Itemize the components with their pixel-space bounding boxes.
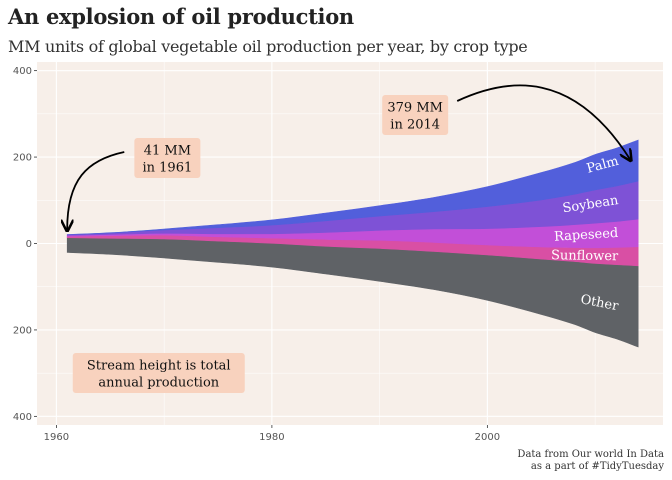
annotation-end-line: 379 MM [387,100,443,115]
y-tick-label: 0 [26,239,32,250]
caption-line: as a part of #TidyTuesday [531,461,664,472]
chart-subtitle: MM units of global vegetable oil product… [8,37,528,56]
annotation-end-box [382,95,449,135]
streams [66,139,639,348]
arrow-end [456,84,630,159]
y-tick-label: 400 [13,66,32,77]
arrow-start [67,151,125,230]
y-tick-label: 400 [13,412,32,423]
stream-palm [67,139,639,235]
stream-label-sunflower: Sunflower [551,248,619,264]
x-tick-label: 1980 [259,432,284,443]
annotation-end: 379 MM in 2014 [382,95,449,135]
annotation-end-line: in 2014 [390,117,440,132]
annotation-note-line: annual production [98,375,219,390]
chart-title: An explosion of oil production [8,4,354,29]
stream-label-other: Other [579,292,620,314]
annotation-note-line: Stream height is total [87,358,231,373]
y-tick-label: 200 [13,325,32,336]
annotation-start: 41 MM in 1961 [134,138,201,178]
annotations: 41 MM in 1961 379 MM in 2014 Stream height i… [67,84,630,393]
caption-line: Data from Our world In Data [517,449,664,460]
annotation-note-box [72,353,245,393]
y-tick-label: 200 [13,153,32,164]
annotation-note: Stream height is total annual production [72,353,245,393]
stream-label-rapeseed: Rapeseed [554,226,619,245]
annotation-start-box [134,138,201,178]
annotation-start-line: in 1961 [142,160,192,175]
annotation-start-line: 41 MM [144,143,191,158]
x-tick-label: 2000 [475,432,500,443]
x-tick-label: 1960 [44,432,69,443]
